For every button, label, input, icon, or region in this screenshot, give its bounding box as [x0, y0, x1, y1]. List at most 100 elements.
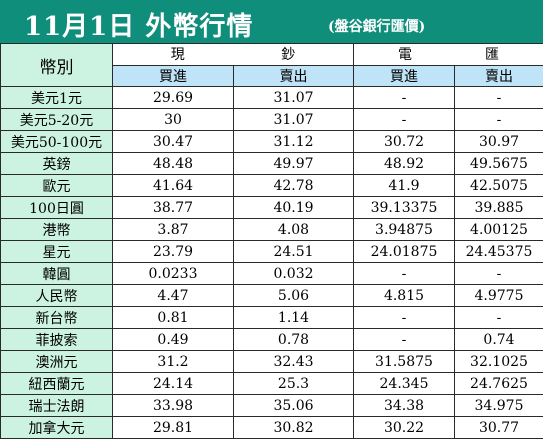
tt-buy-rate: 30.22 [353, 416, 455, 439]
cash-buy-rate: 33.98 [112, 394, 234, 417]
tt-buy-rate: 48.92 [353, 152, 455, 175]
tt-sell-rate: 24.7625 [454, 372, 543, 395]
cash-sell-rate: 1.14 [233, 306, 354, 329]
cash-buy-rate: 0.49 [112, 328, 234, 351]
telegraphic-group-char-1: 電 [398, 47, 413, 64]
exchange-rate-table: 幣別 現鈔 電匯 買進 賣出 買進 賣出 美元1元 29.69 31.07- - 美元5… [0, 43, 543, 439]
tt-buy-rate: 24.01875 [353, 240, 455, 263]
currency-name: 星元 [0, 240, 113, 263]
telegraphic-group-header: 電匯 [353, 43, 543, 66]
cash-sell-rate: 42.78 [233, 174, 354, 197]
currency-name: 人民幣 [0, 284, 113, 307]
cash-buy-rate: 0.81 [112, 306, 234, 329]
cash-buy-rate: 29.69 [112, 86, 234, 109]
rate-rows: 美元1元 29.69 31.07- - 美元5-20元 30 31.07- - 美元50-100… [0, 86, 543, 439]
table-row: 紐西蘭元 24.14 25.3 24.345 24.7625 [0, 372, 543, 395]
table-row: 美元5-20元 30 31.07- - [0, 108, 543, 131]
table-row: 歐元 41.64 42.78 41.9 42.5075 [0, 174, 543, 197]
cash-sell-header: 賣出 [233, 64, 354, 87]
currency-name: 紐西蘭元 [0, 372, 113, 395]
cash-buy-rate: 30 [112, 108, 234, 131]
cash-group-char-2: 鈔 [281, 47, 296, 64]
tt-sell-rate: 34.975 [454, 394, 543, 417]
cash-buy-rate: 4.47 [112, 284, 234, 307]
currency-name: 澳洲元 [0, 350, 113, 373]
tt-buy-rate: 24.345 [353, 372, 455, 395]
cash-sell-rate: 40.19 [233, 196, 354, 219]
tt-buy-header: 買進 [353, 64, 455, 87]
cash-buy-header: 買進 [112, 64, 234, 87]
cash-buy-rate: 3.87 [112, 218, 234, 241]
tt-buy-rate: - [353, 86, 455, 109]
cash-sell-rate: 24.51 [233, 240, 354, 263]
currency-name: 100日圓 [0, 196, 113, 219]
currency-name: 瑞士法朗 [0, 394, 113, 417]
currency-column-header: 幣別 [0, 43, 113, 87]
cash-sell-rate: 32.43 [233, 350, 354, 373]
tt-sell-rate: 0.74 [454, 328, 543, 351]
table-row: 港幣 3.87 4.08 3.94875 4.00125 [0, 218, 543, 241]
table-row: 加拿大元 29.81 30.82 30.22 30.77 [0, 416, 543, 439]
tt-buy-rate: 31.5875 [353, 350, 455, 373]
tt-buy-rate: - [353, 108, 455, 131]
table-row: 澳洲元 31.2 32.43 31.5875 32.1025 [0, 350, 543, 373]
cash-sell-rate: 31.07 [233, 108, 354, 131]
telegraphic-group-char-2: 匯 [484, 47, 499, 64]
tt-sell-rate: 32.1025 [454, 350, 543, 373]
currency-name: 菲披索 [0, 328, 113, 351]
currency-name: 新台幣 [0, 306, 113, 329]
tt-buy-rate: 34.38 [353, 394, 455, 417]
currency-name: 美元5-20元 [0, 108, 113, 131]
cash-sell-rate: 5.06 [233, 284, 354, 307]
tt-sell-rate: - [454, 262, 543, 285]
currency-name: 歐元 [0, 174, 113, 197]
cash-sell-rate: 49.97 [233, 152, 354, 175]
currency-name: 美元50-100元 [0, 130, 113, 153]
cash-sell-rate: 31.07 [233, 86, 354, 109]
currency-name: 港幣 [0, 218, 113, 241]
tt-sell-rate: - [454, 108, 543, 131]
tt-buy-rate: 41.9 [353, 174, 455, 197]
cash-group-header: 現鈔 [112, 43, 354, 66]
tt-sell-rate: 4.9775 [454, 284, 543, 307]
cash-sell-rate: 30.82 [233, 416, 354, 439]
currency-name: 韓圓 [0, 262, 113, 285]
cash-buy-rate: 30.47 [112, 130, 234, 153]
tt-sell-rate: 4.00125 [454, 218, 543, 241]
title-bar: 11月1日 外幣行情 (盤谷銀行匯價) [0, 0, 543, 43]
tt-buy-rate: - [353, 328, 455, 351]
currency-name: 英鎊 [0, 152, 113, 175]
tt-sell-rate: - [454, 306, 543, 329]
cash-buy-rate: 23.79 [112, 240, 234, 263]
table-row: 英鎊 48.48 49.97 48.92 49.5675 [0, 152, 543, 175]
cash-sell-rate: 0.78 [233, 328, 354, 351]
table-row: 100日圓 38.77 40.19 39.13375 39.885 [0, 196, 543, 219]
tt-buy-rate: 3.94875 [353, 218, 455, 241]
cash-group-char-1: 現 [170, 47, 185, 64]
cash-buy-rate: 29.81 [112, 416, 234, 439]
cash-sell-rate: 0.032 [233, 262, 354, 285]
tt-sell-rate: 39.885 [454, 196, 543, 219]
cash-buy-rate: 41.64 [112, 174, 234, 197]
table-row: 星元 23.79 24.51 24.01875 24.45375 [0, 240, 543, 263]
tt-sell-header: 賣出 [454, 64, 543, 87]
tt-sell-rate: - [454, 86, 543, 109]
cash-sell-rate: 25.3 [233, 372, 354, 395]
tt-buy-rate: 4.815 [353, 284, 455, 307]
cash-buy-rate: 0.0233 [112, 262, 234, 285]
cash-sell-rate: 31.12 [233, 130, 354, 153]
cash-buy-rate: 48.48 [112, 152, 234, 175]
page-title: 11月1日 外幣行情 [24, 12, 254, 42]
cash-buy-rate: 24.14 [112, 372, 234, 395]
tt-sell-rate: 30.77 [454, 416, 543, 439]
bank-source-note: (盤谷銀行匯價) [328, 19, 426, 35]
cash-sell-rate: 35.06 [233, 394, 354, 417]
table-row: 新台幣 0.81 1.14- - [0, 306, 543, 329]
currency-name: 加拿大元 [0, 416, 113, 439]
tt-sell-rate: 30.97 [454, 130, 543, 153]
tt-buy-rate: 30.72 [353, 130, 455, 153]
table-row: 美元1元 29.69 31.07- - [0, 86, 543, 109]
table-row: 菲披索 0.49 0.78-0.74 [0, 328, 543, 351]
cash-buy-rate: 38.77 [112, 196, 234, 219]
